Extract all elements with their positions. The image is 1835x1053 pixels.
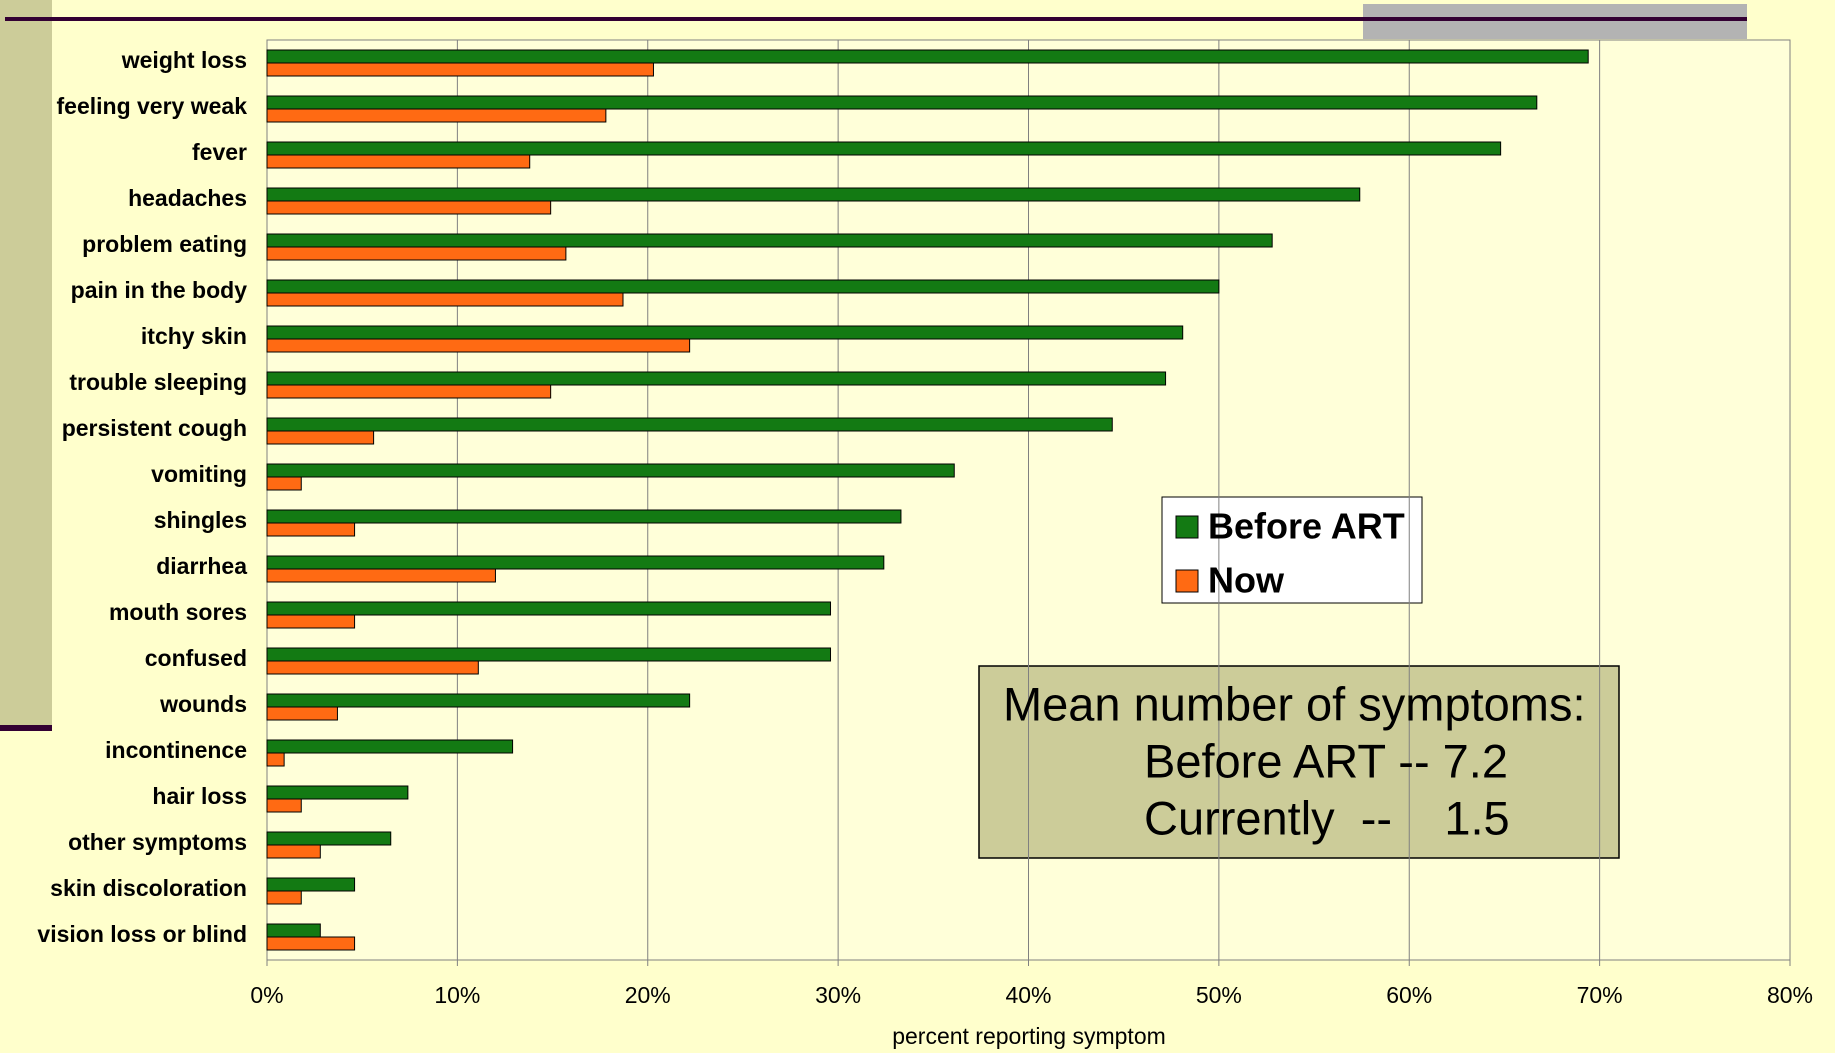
legend-label: Before ART — [1208, 506, 1405, 547]
bar — [266, 785, 409, 800]
bar — [266, 752, 285, 767]
category-label: itchy skin — [141, 323, 247, 349]
category-label: problem eating — [82, 231, 247, 257]
bar — [266, 522, 356, 537]
bar — [266, 200, 552, 215]
bar — [266, 877, 356, 892]
category-label: diarrhea — [156, 553, 247, 579]
category-label: skin discoloration — [50, 875, 247, 901]
category-label: vomiting — [151, 461, 247, 487]
legend-label: Now — [1208, 560, 1285, 601]
bar — [266, 49, 1589, 64]
category-label: persistent cough — [62, 415, 247, 441]
bar — [266, 154, 531, 169]
bar — [266, 555, 885, 570]
bar — [266, 384, 552, 399]
bar — [266, 338, 691, 353]
x-tick-label: 30% — [815, 982, 861, 1008]
category-label: vision loss or blind — [37, 921, 247, 947]
annotation-line: Before ART -- 7.2 — [1144, 734, 1508, 787]
bar — [266, 95, 1538, 110]
category-label: fever — [192, 139, 247, 165]
bar — [266, 660, 479, 675]
annotation-line: Mean number of symptoms: — [1003, 677, 1586, 730]
bar — [266, 463, 955, 478]
category-label: incontinence — [105, 737, 247, 763]
x-tick-label: 50% — [1196, 982, 1242, 1008]
category-label: feeling very weak — [57, 93, 248, 119]
bar — [266, 325, 1184, 340]
bar — [266, 568, 496, 583]
x-tick-label: 60% — [1386, 982, 1432, 1008]
x-tick-label: 40% — [1005, 982, 1051, 1008]
category-label: wounds — [159, 691, 247, 717]
category-label: trouble sleeping — [69, 369, 247, 395]
legend — [1161, 496, 1423, 604]
legend-swatch — [1175, 569, 1199, 593]
category-label: shingles — [154, 507, 247, 533]
bar — [266, 246, 567, 261]
top-rule — [5, 17, 1747, 21]
bar — [266, 706, 338, 721]
bar — [266, 647, 832, 662]
x-tick-label: 80% — [1767, 982, 1813, 1008]
bar — [266, 936, 356, 951]
bar — [266, 476, 302, 491]
category-label: weight loss — [121, 47, 247, 73]
bar — [266, 108, 607, 123]
annotation-box — [978, 665, 1620, 859]
bar — [266, 844, 321, 859]
bar — [266, 141, 1502, 156]
bar — [266, 371, 1167, 386]
bar — [266, 233, 1273, 248]
bar — [266, 890, 302, 905]
x-axis-label: percent reporting symptom — [892, 1023, 1166, 1049]
x-tick-label: 0% — [250, 982, 283, 1008]
legend-swatch — [1175, 515, 1199, 539]
category-label: headaches — [128, 185, 247, 211]
bar — [266, 187, 1361, 202]
corner-block — [1363, 4, 1747, 39]
bar — [266, 739, 514, 754]
bar — [266, 831, 392, 846]
bar — [266, 292, 624, 307]
bar — [266, 279, 1220, 294]
x-tick-label: 20% — [625, 982, 671, 1008]
category-label: other symptoms — [68, 829, 247, 855]
x-tick-label: 70% — [1577, 982, 1623, 1008]
bar — [266, 614, 356, 629]
side-stripe — [0, 0, 52, 725]
bar — [266, 693, 691, 708]
bar — [266, 798, 302, 813]
category-label: mouth sores — [109, 599, 247, 625]
bar — [266, 601, 832, 616]
side-rule — [0, 725, 52, 731]
bar — [266, 62, 654, 77]
x-tick-label: 10% — [434, 982, 480, 1008]
category-label: pain in the body — [71, 277, 248, 303]
bar — [266, 923, 321, 938]
category-label: hair loss — [152, 783, 247, 809]
bar — [266, 509, 902, 524]
bar — [266, 430, 375, 445]
bar — [266, 417, 1113, 432]
category-label: confused — [145, 645, 247, 671]
annotation-line: Currently -- 1.5 — [1144, 791, 1510, 844]
